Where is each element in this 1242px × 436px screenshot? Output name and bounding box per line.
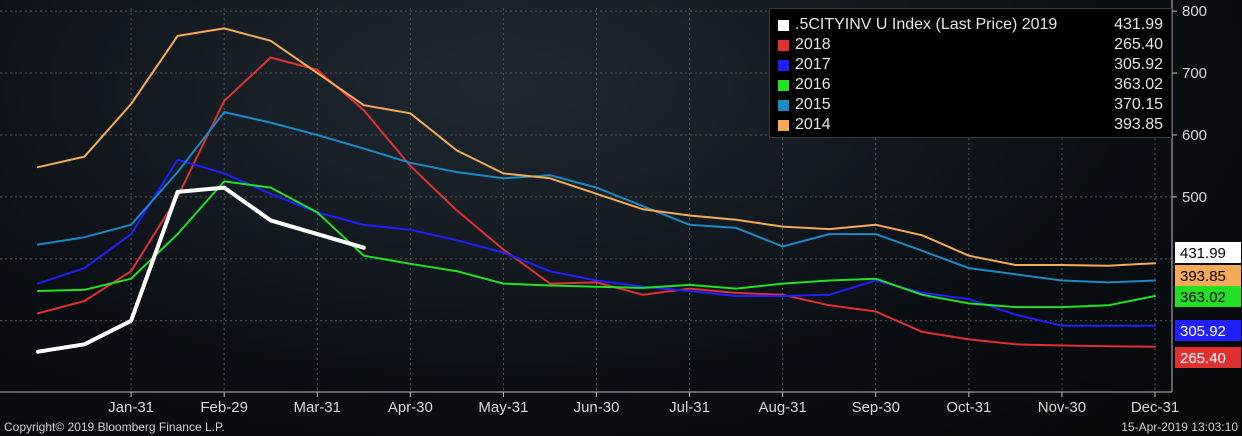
legend-swatch bbox=[778, 99, 789, 111]
series-lines bbox=[36, 27, 1156, 354]
series-line--5cityinv-u-index-last-price-2019 bbox=[36, 185, 366, 354]
end-label-text: 431.99 bbox=[1180, 245, 1226, 262]
legend-series-name: 2015 bbox=[795, 96, 831, 113]
x-tick-label: Mar-31 bbox=[293, 399, 341, 416]
x-tick-label: Jul-31 bbox=[669, 399, 710, 416]
copyright-text: Copyright© 2019 Bloomberg Finance L.P. bbox=[4, 420, 225, 434]
legend-series-value: 431.99 bbox=[1114, 16, 1163, 33]
x-tick-label: Oct-31 bbox=[946, 399, 991, 416]
legend-series-name: 2016 bbox=[795, 76, 831, 93]
end-label-text: 393.85 bbox=[1180, 268, 1226, 285]
x-tick-label: Aug-31 bbox=[758, 399, 806, 416]
legend-series-value: 393.85 bbox=[1114, 116, 1163, 133]
end-label-box bbox=[1175, 347, 1241, 368]
end-label-2014: 393.85 bbox=[1175, 265, 1241, 286]
legend-row-2015: 2015 370.15 bbox=[778, 95, 1163, 115]
x-tick-label: Jun-30 bbox=[574, 399, 620, 416]
y-tick-label: 800 bbox=[1182, 3, 1207, 20]
legend-series-value: 265.40 bbox=[1114, 36, 1163, 53]
legend-swatch bbox=[778, 79, 789, 91]
end-value-labels: 431.99 393.85 363.02 305.92 265.40 bbox=[1175, 242, 1241, 368]
series-line-2018 bbox=[37, 56, 1156, 348]
legend-row-2017: 2017 305.92 bbox=[778, 55, 1163, 75]
legend: .5CITYINV U Index (Last Price) 2019 431.… bbox=[769, 8, 1172, 138]
legend-series-name: 2017 bbox=[795, 56, 831, 73]
series-line-2014 bbox=[37, 27, 1156, 267]
legend-swatch bbox=[778, 119, 789, 131]
y-tick-label: 600 bbox=[1182, 127, 1207, 144]
series-line-2015 bbox=[37, 111, 1156, 284]
end-label-box bbox=[1175, 320, 1241, 341]
y-tick-label: 500 bbox=[1182, 189, 1207, 206]
end-label-2016: 363.02 bbox=[1175, 286, 1241, 307]
end-label-text: 363.02 bbox=[1180, 289, 1226, 306]
legend-row-2018: 2018 265.40 bbox=[778, 35, 1163, 55]
x-tick-label: Jan-31 bbox=[108, 399, 154, 416]
legend-row-2016: 2016 363.02 bbox=[778, 75, 1163, 95]
x-tick-label: Sep-30 bbox=[852, 399, 900, 416]
footer: Copyright© 2019 Bloomberg Finance L.P. 1… bbox=[0, 419, 1242, 436]
x-tick-label: May-31 bbox=[478, 399, 528, 416]
x-tick-label: Apr-30 bbox=[388, 399, 433, 416]
end-label-2018: 265.40 bbox=[1175, 347, 1241, 368]
legend-series-name: .5CITYINV U Index (Last Price) 2019 bbox=[795, 16, 1058, 33]
legend-series-name: 2014 bbox=[795, 116, 831, 133]
x-tick-label: Dec-31 bbox=[1131, 399, 1179, 416]
end-label-2017: 305.92 bbox=[1175, 320, 1241, 341]
end-label-box bbox=[1175, 265, 1241, 286]
legend-series-name: 2018 bbox=[795, 36, 831, 53]
end-label-text: 265.40 bbox=[1180, 350, 1226, 367]
legend-swatch bbox=[778, 59, 789, 71]
legend-series-value: 305.92 bbox=[1114, 56, 1163, 73]
legend-row-2014: 2014 393.85 bbox=[778, 115, 1163, 135]
end-label--5cityinv-u-index-last-price-2019: 431.99 bbox=[1175, 242, 1241, 263]
end-label-box bbox=[1175, 286, 1241, 307]
series-line-2016 bbox=[37, 180, 1156, 309]
legend-swatch bbox=[778, 19, 789, 31]
legend-series-value: 363.02 bbox=[1114, 76, 1163, 93]
legend-series-value: 370.15 bbox=[1114, 96, 1163, 113]
y-tick-label: 700 bbox=[1182, 65, 1207, 82]
end-label-box bbox=[1175, 242, 1241, 263]
end-label-text: 305.92 bbox=[1180, 323, 1226, 340]
gridlines bbox=[0, 8, 1172, 392]
series-line-2017 bbox=[37, 158, 1156, 327]
axes: Jan-31 Feb-29 Mar-31 Apr-30 May-31 Jun-30 Jul-… bbox=[0, 0, 1207, 416]
timestamp-text: 15-Apr-2019 13:03:10 bbox=[1121, 420, 1238, 434]
legend-row-2019: .5CITYINV U Index (Last Price) 2019 431.… bbox=[778, 15, 1163, 35]
x-tick-label: Nov-30 bbox=[1038, 399, 1086, 416]
legend-swatch bbox=[778, 39, 789, 51]
x-tick-label: Feb-29 bbox=[200, 399, 248, 416]
